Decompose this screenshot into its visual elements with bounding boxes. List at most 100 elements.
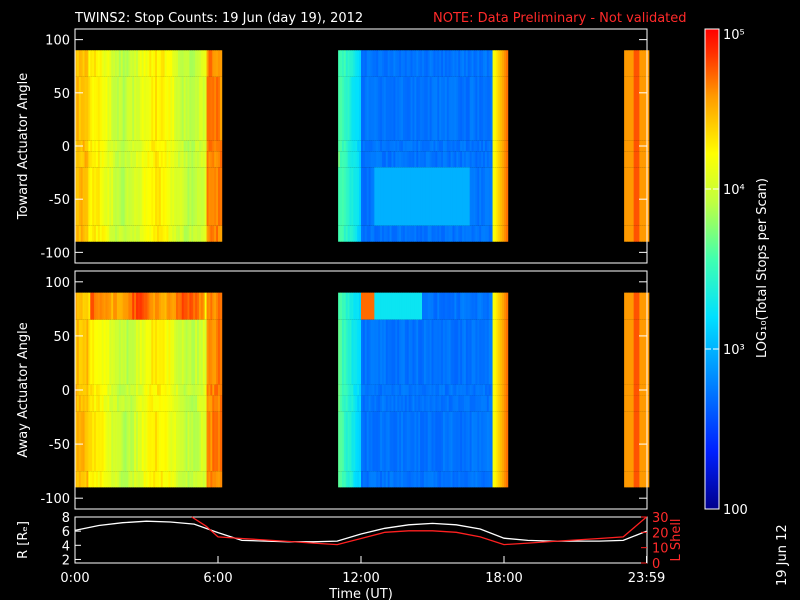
- heatmap-cell: [364, 140, 368, 152]
- heatmap-cell: [422, 319, 425, 385]
- heatmap-cell: [80, 411, 84, 472]
- heatmap-cell: [179, 384, 183, 396]
- heatmap-cell: [88, 76, 91, 141]
- heatmap-cell: [200, 76, 204, 141]
- heatmap-cell: [353, 395, 356, 412]
- heatmap-cell: [191, 411, 194, 472]
- heatmap-cell: [643, 319, 646, 385]
- heatmap-cell: [111, 319, 114, 385]
- heatmap-cell: [210, 292, 213, 320]
- heatmap-cell: [130, 50, 133, 77]
- heatmap-cell: [383, 411, 387, 472]
- heatmap-cell: [627, 140, 631, 152]
- heatmap-cell: [641, 225, 644, 242]
- heatmap-cell: [99, 167, 103, 226]
- heatmap-cell: [463, 50, 467, 77]
- heatmap-cell: [92, 140, 95, 152]
- heatmap-cell: [162, 50, 166, 77]
- heatmap-cell: [416, 140, 419, 152]
- heatmap-cell: [389, 50, 392, 77]
- heatmap-cell: [132, 319, 135, 385]
- heatmap-cell: [174, 225, 177, 242]
- heatmap-cell: [441, 151, 444, 168]
- heatmap-cell: [118, 50, 122, 77]
- heatmap-cell: [126, 395, 129, 412]
- heatmap-cell: [195, 151, 198, 168]
- heatmap-cell: [479, 395, 482, 412]
- heatmap-cell: [143, 471, 146, 488]
- heatmap-cell: [393, 292, 396, 320]
- heatmap-cell: [370, 151, 373, 168]
- heatmap-cell: [198, 50, 202, 77]
- heatmap-cell: [635, 411, 638, 472]
- heatmap-cell: [431, 411, 434, 472]
- heatmap-cell: [465, 395, 469, 412]
- heatmap-cell: [359, 167, 362, 226]
- heatmap-cell: [145, 151, 148, 168]
- heatmap-cell: [624, 411, 627, 472]
- heatmap-cell: [198, 384, 202, 396]
- heatmap-cell: [456, 167, 459, 226]
- heatmap-cell: [471, 50, 474, 77]
- heatmap-cell: [395, 319, 398, 385]
- heatmap-cell: [193, 319, 196, 385]
- heatmap-cell: [477, 76, 480, 141]
- heatmap-cell: [376, 151, 379, 168]
- heatmap-cell: [629, 319, 633, 385]
- heatmap-cell: [198, 76, 202, 141]
- heatmap-cell: [397, 471, 400, 488]
- heatmap-cell: [343, 167, 347, 226]
- heatmap-cell: [164, 167, 167, 226]
- heatmap-cell: [130, 395, 133, 412]
- heatmap-cell: [490, 151, 493, 168]
- heatmap-cell: [486, 140, 490, 152]
- heatmap-cell: [86, 319, 89, 385]
- heatmap-cell: [160, 319, 164, 385]
- heatmap-cell: [95, 151, 99, 168]
- heatmap-cell: [376, 411, 379, 472]
- heatmap-cell: [155, 167, 158, 226]
- heatmap-cell: [391, 140, 394, 152]
- heatmap-cell: [448, 319, 452, 385]
- heatmap-cell: [452, 319, 455, 385]
- heatmap-cell: [469, 140, 472, 152]
- heatmap-cell: [183, 384, 186, 396]
- heatmap-cell: [139, 292, 143, 320]
- heatmap-cell: [395, 411, 398, 472]
- heatmap-cell: [136, 167, 139, 226]
- heatmap-cell: [151, 292, 154, 320]
- heatmap-cell: [490, 292, 493, 320]
- heatmap-cell: [200, 50, 204, 77]
- heatmap-cell: [387, 319, 390, 385]
- heatmap-cell: [439, 384, 442, 396]
- heatmap-cell: [210, 167, 213, 226]
- heatmap-cell: [454, 292, 457, 320]
- heatmap-cell: [385, 471, 389, 488]
- heatmap-cell: [473, 225, 476, 242]
- heatmap-cell: [370, 319, 373, 385]
- heatmap-cell: [381, 225, 385, 242]
- heatmap-cell: [458, 411, 461, 472]
- heatmap-cell: [454, 411, 457, 472]
- heatmap-cell: [359, 151, 362, 168]
- heatmap-cell: [90, 76, 93, 141]
- heatmap-cell: [126, 76, 129, 141]
- heatmap-cell: [355, 76, 358, 141]
- heatmap-cell: [364, 471, 368, 488]
- heatmap-cell: [141, 471, 145, 488]
- heatmap-cell: [362, 411, 366, 472]
- heatmap-cell: [486, 471, 490, 488]
- heatmap-cell: [149, 384, 152, 396]
- heatmap-cell: [130, 384, 133, 396]
- heatmap-cell: [483, 151, 486, 168]
- heatmap-cell: [481, 384, 484, 396]
- heatmap-cell: [393, 411, 396, 472]
- heatmap-cell: [210, 395, 213, 412]
- heatmap-cell: [410, 151, 413, 168]
- heatmap-cell: [437, 225, 440, 242]
- heatmap-cell: [349, 140, 352, 152]
- heatmap-cell: [84, 471, 87, 488]
- heatmap-cell: [95, 471, 99, 488]
- heatmap-cell: [385, 140, 389, 152]
- heatmap-cell: [637, 292, 640, 320]
